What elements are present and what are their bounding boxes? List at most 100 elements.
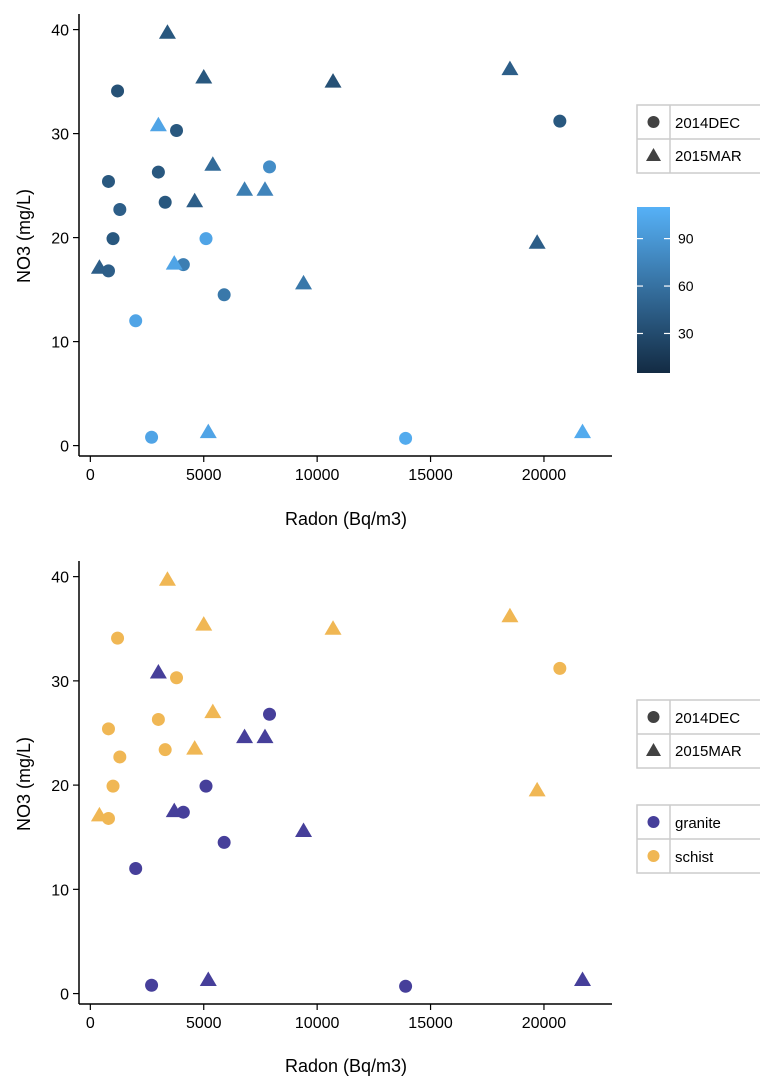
scatter-point-triangle [90, 259, 108, 274]
y-tick-label: 40 [51, 23, 69, 40]
x-tick-label: 15000 [408, 467, 453, 484]
y-tick-label: 10 [51, 882, 69, 899]
shape-legend: 2014DEC 2015MAR [636, 699, 760, 769]
scatter-point-triangle [256, 181, 274, 196]
colorbar-ticks: 30 60 90 [637, 231, 694, 341]
scatter-point-circle [263, 707, 277, 721]
y-tick-label: 20 [51, 231, 69, 248]
y-tick-label: 10 [51, 335, 69, 352]
x-tick-label: 5000 [186, 1015, 222, 1032]
scatter-point-triangle [256, 728, 274, 744]
x-tick-label: 0 [86, 1015, 95, 1032]
scatter-point-triangle [186, 192, 204, 208]
legend-label-2015mar: 2015MAR [675, 743, 742, 760]
scatter-point-circle [145, 978, 159, 992]
axes: 0 5000 10000 15000 20000 0 10 20 30 40 [51, 14, 612, 484]
scatter-point-triangle [528, 781, 546, 797]
plot-marks [90, 24, 592, 445]
scatter-point-circle [217, 835, 231, 849]
scatter-point-circle [101, 811, 115, 825]
scatter-point-triangle [165, 255, 183, 270]
scatter-point-triangle [204, 156, 222, 171]
plot-marks [90, 571, 592, 993]
scatter-point-triangle [199, 971, 217, 987]
scatter-point-circle [263, 160, 277, 174]
scatter-point-triangle [199, 423, 217, 439]
scatter-point-triangle [324, 73, 342, 88]
x-axis-title: Radon (Bq/m3) [285, 509, 407, 529]
scatter-point-circle [129, 314, 143, 328]
scatter-point-circle [113, 203, 127, 217]
scatter-point-circle [199, 232, 213, 246]
scatter-point-circle [399, 431, 413, 445]
scatter-point-circle [113, 750, 127, 764]
x-tick-label: 5000 [186, 467, 222, 484]
y-tick-label: 20 [51, 778, 69, 795]
colorbar: 30 60 90 [637, 207, 694, 373]
chart-panel-top: 0 5000 10000 15000 20000 0 10 20 30 40 Radon (Bq/… [14, 14, 760, 529]
x-tick-label: 20000 [522, 467, 567, 484]
scatter-point-triangle [501, 607, 519, 623]
scatter-point-triangle [528, 234, 546, 249]
axes: 0 5000 10000 15000 20000 0 10 20 30 40 [51, 561, 612, 1032]
y-tick-label: 0 [60, 439, 69, 456]
scatter-point-circle [111, 84, 125, 98]
colorbar-tick-label: 60 [678, 278, 694, 294]
scatter-point-circle [101, 722, 115, 736]
scatter-point-circle [101, 264, 115, 278]
scatter-point-circle [170, 671, 184, 685]
scatter-point-triangle [195, 616, 213, 631]
scatter-point-circle [145, 430, 159, 444]
x-tick-label: 10000 [295, 1015, 340, 1032]
scatter-point-triangle [90, 806, 108, 822]
y-tick-label: 0 [60, 987, 69, 1004]
scatter-point-circle [553, 661, 567, 675]
shape-legend: 2014DEC 2015MAR [636, 104, 760, 174]
legend-label-granite: granite [675, 815, 721, 832]
scatter-point-circle [553, 114, 567, 128]
scatter-point-circle [111, 631, 125, 645]
scatter-point-triangle [158, 571, 176, 586]
scatter-point-triangle [574, 423, 592, 439]
scatter-point-circle [151, 165, 165, 179]
scatter-point-triangle [236, 728, 254, 744]
legend-label-schist: schist [675, 849, 714, 866]
scatter-point-triangle [158, 24, 176, 39]
colorbar-gradient [637, 207, 670, 373]
legend-triangle-icon [646, 148, 661, 161]
colorbar-tick-label: 30 [678, 325, 694, 341]
scatter-point-triangle [295, 274, 313, 290]
x-tick-label: 20000 [522, 1015, 567, 1032]
chart-panel-bottom: 0 5000 10000 15000 20000 0 10 20 30 40 Radon (Bq/… [14, 561, 760, 1076]
y-tick-label: 30 [51, 127, 69, 144]
y-axis-title: NO3 (mg/L) [14, 189, 34, 283]
scatter-point-triangle [186, 740, 204, 755]
x-axis-title: Radon (Bq/m3) [285, 1056, 407, 1076]
scatter-point-circle [170, 123, 184, 137]
scatter-point-triangle [204, 703, 222, 719]
legend-granite-swatch [647, 816, 660, 828]
scatter-point-circle [129, 861, 143, 875]
scatter-point-triangle [574, 971, 592, 987]
y-axis-title: NO3 (mg/L) [14, 737, 34, 831]
scatter-point-triangle [501, 60, 519, 76]
x-tick-label: 0 [86, 467, 95, 484]
scatter-point-circle [199, 779, 213, 793]
scatter-point-triangle [195, 68, 213, 84]
colorbar-tick-label: 90 [678, 231, 694, 247]
legend-label-2014dec: 2014DEC [675, 115, 740, 132]
scatter-point-circle [217, 288, 231, 302]
legend-circle-icon [647, 116, 660, 128]
scatter-point-circle [106, 779, 120, 793]
legend-triangle-icon [646, 743, 661, 756]
scatter-point-circle [399, 979, 413, 993]
legend-schist-swatch [647, 850, 660, 862]
scatter-point-triangle [149, 664, 167, 679]
scatter-point-triangle [295, 822, 313, 837]
legend-circle-icon [647, 711, 660, 723]
scatter-point-triangle [324, 620, 342, 635]
x-tick-label: 15000 [408, 1015, 453, 1032]
scatter-point-triangle [165, 802, 183, 818]
scatter-point-circle [101, 174, 115, 188]
